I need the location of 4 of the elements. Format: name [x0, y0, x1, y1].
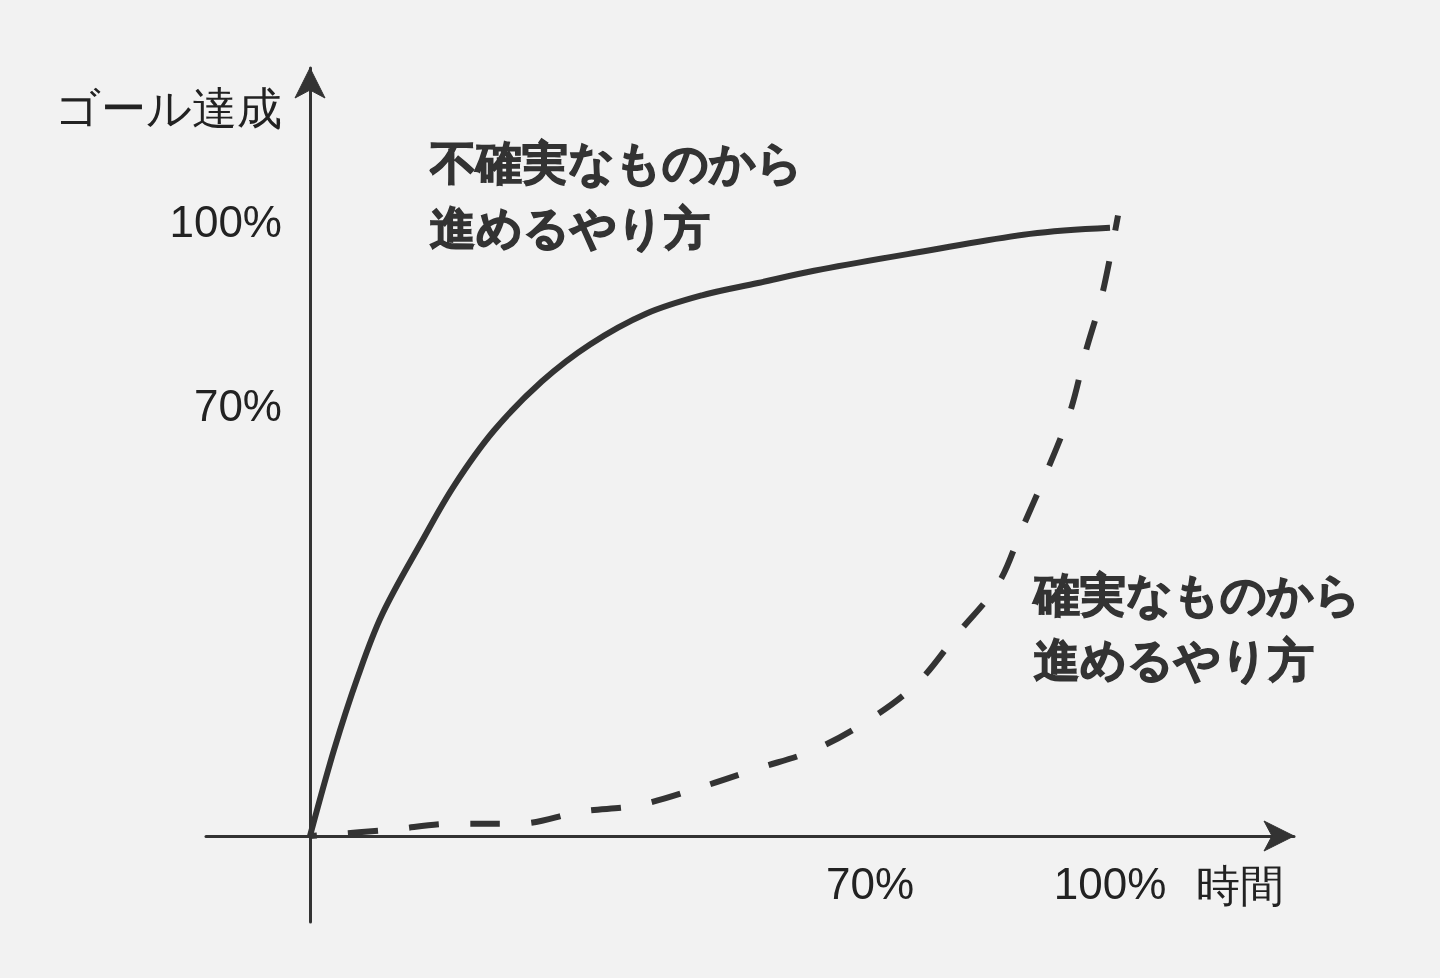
series-label: 確実なものから進めるやり方: [1032, 568, 1361, 686]
series-label: 不確実なものから進めるやり方: [429, 136, 803, 254]
y-axis-title: ゴール達成: [55, 82, 282, 134]
x-axis-title: 時間: [1196, 861, 1284, 911]
